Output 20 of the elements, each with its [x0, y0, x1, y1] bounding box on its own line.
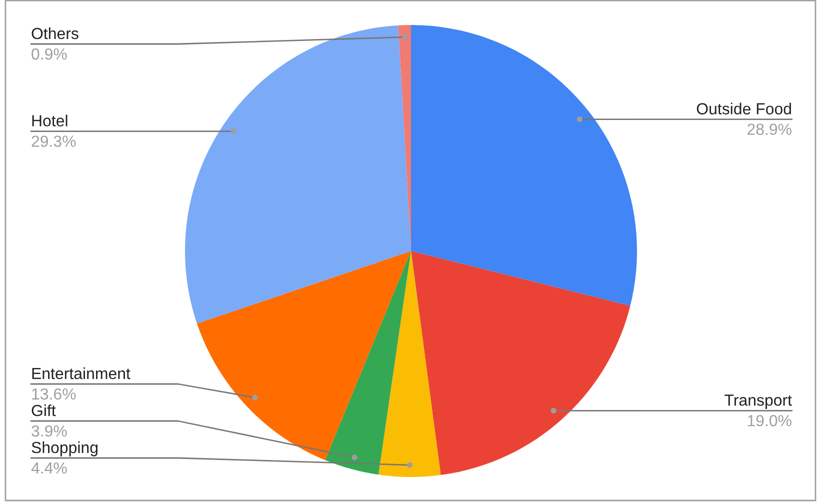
data-label: 13.6%	[32, 388, 76, 400]
pie-slice	[185, 25, 411, 324]
slice-label: Gift	[32, 404, 56, 416]
pie-slice	[411, 251, 630, 476]
data-label: 0.9%	[32, 48, 67, 60]
pie-slice	[378, 251, 441, 477]
pie-slice	[196, 251, 411, 460]
data-label: 29.3%	[32, 136, 76, 147]
data-label: 4.4%	[31, 462, 67, 474]
slice-label: Others	[32, 27, 78, 40]
data-label: 28.9%	[748, 124, 792, 135]
slice-label: Outside Food	[696, 102, 791, 114]
data-label: 19.0%	[748, 414, 792, 426]
pie-slice	[411, 25, 637, 306]
pie-slice	[325, 251, 411, 475]
slice-label: Hotel	[32, 114, 68, 126]
slice-label: Transport	[724, 394, 792, 409]
slice-label: Entertainment	[32, 367, 130, 380]
slice-label: Shopping	[32, 441, 98, 456]
data-label: 3.9%	[32, 425, 67, 437]
